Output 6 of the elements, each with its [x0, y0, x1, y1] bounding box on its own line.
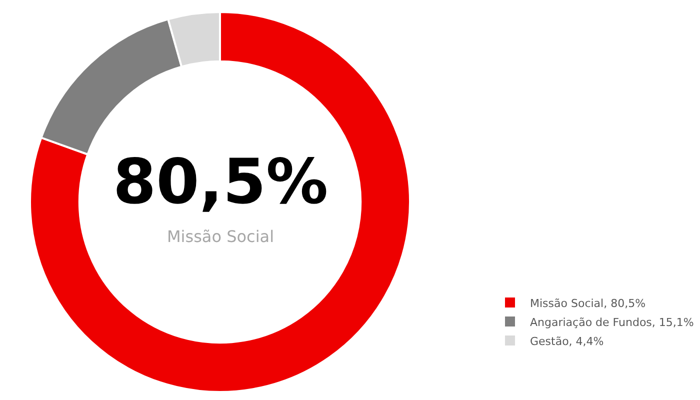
text: Missão Social: [167, 227, 274, 246]
donut-slice: [29, 11, 411, 393]
legend-label: Missão Social, 80,5%: [530, 296, 646, 310]
legend-label: Gestão, 4,4%: [530, 334, 604, 348]
legend-label: Angariação de Fundos, 15,1%: [530, 316, 694, 329]
text: 80,5%: [113, 145, 328, 218]
